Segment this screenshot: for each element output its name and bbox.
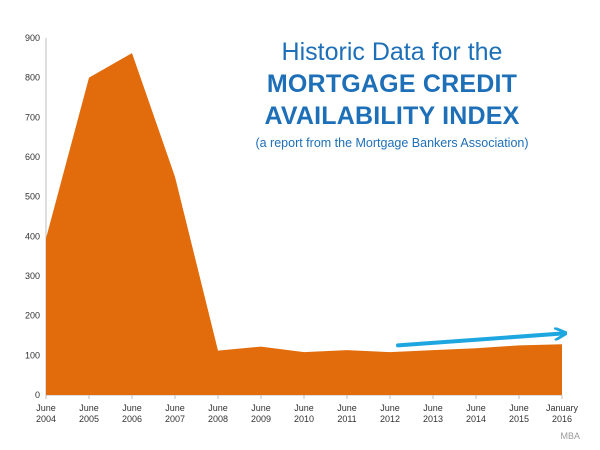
series-area [46, 53, 562, 395]
y-tick-label: 500 [25, 192, 40, 202]
trend-arrow-icon [396, 334, 562, 348]
y-tick-label: 400 [25, 231, 40, 241]
y-tick-label: 100 [25, 350, 40, 360]
x-tick-label: June 2014 [466, 403, 486, 424]
y-tick-label: 200 [25, 311, 40, 321]
y-tick-label: 300 [25, 271, 40, 281]
x-tick-label: June 2012 [380, 403, 400, 424]
chart-title-block: Historic Data for the MORTGAGE CREDIT AV… [236, 36, 548, 152]
chart-title-line2: MORTGAGE CREDIT [266, 70, 518, 98]
x-tick-label: June 2008 [208, 403, 228, 424]
source-label: MBA [560, 431, 580, 441]
y-tick-label: 700 [25, 112, 40, 122]
x-tick-label: June 2013 [423, 403, 443, 424]
x-tick-label: June 2007 [165, 403, 185, 424]
chart-subtitle: (a report from the Mortgage Bankers Asso… [255, 136, 529, 150]
x-tick-label: June 2011 [337, 403, 357, 424]
annotation-layer [396, 334, 562, 348]
y-tick-label: 900 [25, 33, 40, 43]
x-tick-label: June 2010 [294, 403, 314, 424]
y-tick-label: 0 [35, 390, 40, 400]
x-tick-label: January 2016 [546, 403, 579, 424]
chart-title-line3: AVAILABILITY INDEX [264, 102, 520, 130]
x-axis-ticks: June 2004 June 2005 June 2006 June 2007 June 2008… [36, 395, 579, 424]
y-tick-label: 600 [25, 152, 40, 162]
x-tick-label: June 2015 [509, 403, 529, 424]
x-tick-label: June 2004 [36, 403, 56, 424]
chart-title-line1: Historic Data for the [281, 38, 503, 66]
x-tick-label: June 2005 [79, 403, 99, 424]
y-axis-ticks: 0 100 200 300 400 500 600 700 800 900 [25, 33, 40, 400]
x-tick-label: June 2009 [251, 403, 271, 424]
y-tick-label: 800 [25, 73, 40, 83]
series-layer [45, 53, 563, 395]
x-tick-label: June 2006 [122, 403, 142, 424]
